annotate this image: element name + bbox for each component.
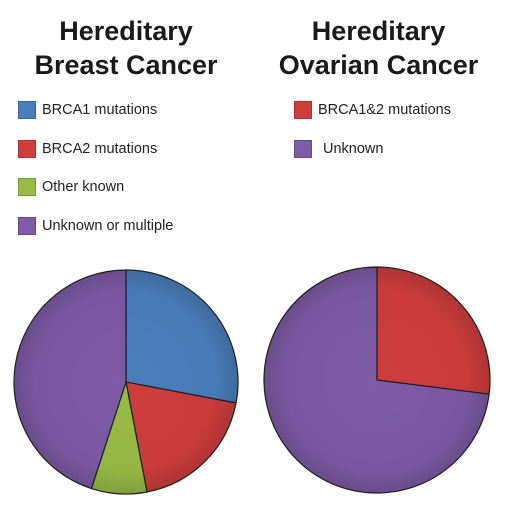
breast-cancer-title: Hereditary Breast Cancer (0, 14, 252, 82)
pie-slice-brca2-mutations (125, 381, 237, 493)
legend-label-unknown: Unknown (323, 140, 384, 157)
legend-swatch-unknown (294, 139, 312, 158)
pie-slice-brca1-mutations (125, 269, 239, 404)
legend-swatch-brca1 (18, 101, 36, 119)
pie-slice-brca1-2-mutations (376, 266, 491, 395)
pie-slice-unknown-or-multiple (13, 269, 127, 490)
ovarian-cancer-title-line-1: Hereditary (311, 16, 446, 46)
ovarian-cancer-title-line-2: Ovarian Cancer (278, 50, 479, 80)
breast-cancer-title-line-2: Breast Cancer (34, 50, 218, 80)
legend-swatch-unknown-or-multiple (18, 216, 36, 235)
ovarian-cancer-title: Hereditary Ovarian Cancer (252, 14, 505, 82)
legend-swatch-brca1-2 (294, 101, 312, 119)
legend-label-unknown-or-multiple: Unknown or multiple (42, 217, 174, 234)
legend-label-other-known: Other known (42, 179, 125, 195)
legend-swatch-other-known (18, 178, 36, 196)
legend-label-brca2: BRCA2 mutations (42, 140, 158, 157)
pie-slice-unknown (263, 266, 490, 494)
breast-cancer-title-line-1: Hereditary (59, 16, 193, 46)
legend-label-brca1: BRCA1 mutations (42, 102, 158, 118)
legend-swatch-brca2 (18, 139, 36, 158)
legend-label-brca1-2: BRCA1&2 mutations (318, 102, 451, 118)
